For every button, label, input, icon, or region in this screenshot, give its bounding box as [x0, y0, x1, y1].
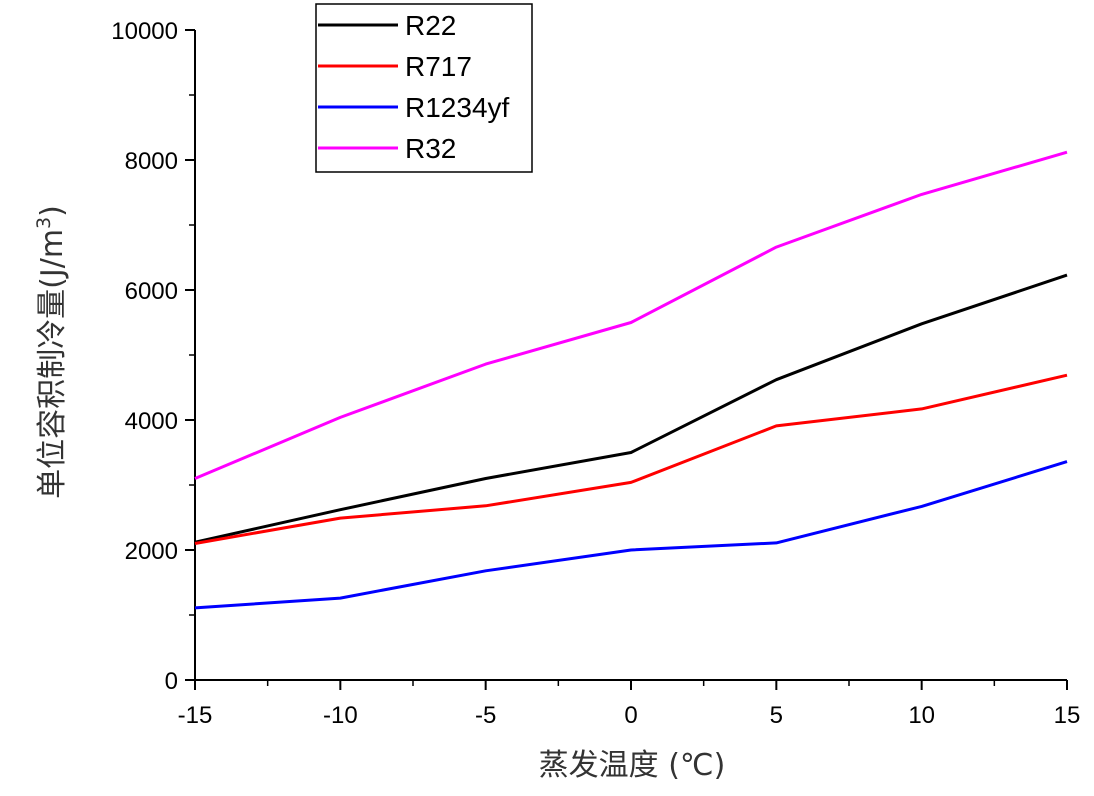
y-tick-label: 0 [165, 668, 178, 695]
series-layer [194, 150, 1068, 610]
legend-label-r717: R717 [405, 51, 472, 82]
series-line-r717 [194, 373, 1068, 545]
legend-label-r1234yf: R1234yf [405, 92, 510, 123]
x-axis-title: 蒸发温度 (℃) [539, 748, 726, 783]
y-tick-label: 8000 [125, 148, 178, 175]
y-axis-title-close: ) [35, 205, 70, 217]
y-axis-title-main: 单位容积制冷量(J/m [35, 229, 70, 499]
y-tick-label: 4000 [125, 408, 178, 435]
series-line-r1234yf [194, 460, 1068, 610]
y-axis-title-superscript: 3 [33, 217, 55, 229]
x-tick-label: -10 [323, 702, 358, 729]
series-line-r22 [194, 273, 1068, 544]
x-tick-label: -5 [475, 702, 496, 729]
x-tick-label: 10 [908, 702, 935, 729]
y-axis-title: 单位容积制冷量(J/m3) [33, 205, 70, 499]
ticks: -15 -10 -5 0 5 10 15 0 2000 4000 6000 8000 10000 [111, 18, 1080, 729]
legend-label-r32: R32 [405, 133, 456, 164]
x-tick-label: -15 [178, 702, 213, 729]
legend-label-r22: R22 [405, 10, 456, 41]
x-tick-label: 0 [624, 702, 637, 729]
legend-box [315, 3, 533, 173]
y-tick-label: 10000 [111, 18, 178, 45]
x-tick-label: 5 [770, 702, 783, 729]
legend: R22 R717 R1234yf R32 [315, 3, 533, 173]
y-tick-label: 2000 [125, 538, 178, 565]
x-tick-label: 15 [1054, 702, 1081, 729]
series-line-r32 [194, 150, 1068, 480]
y-tick-label: 6000 [125, 278, 178, 305]
